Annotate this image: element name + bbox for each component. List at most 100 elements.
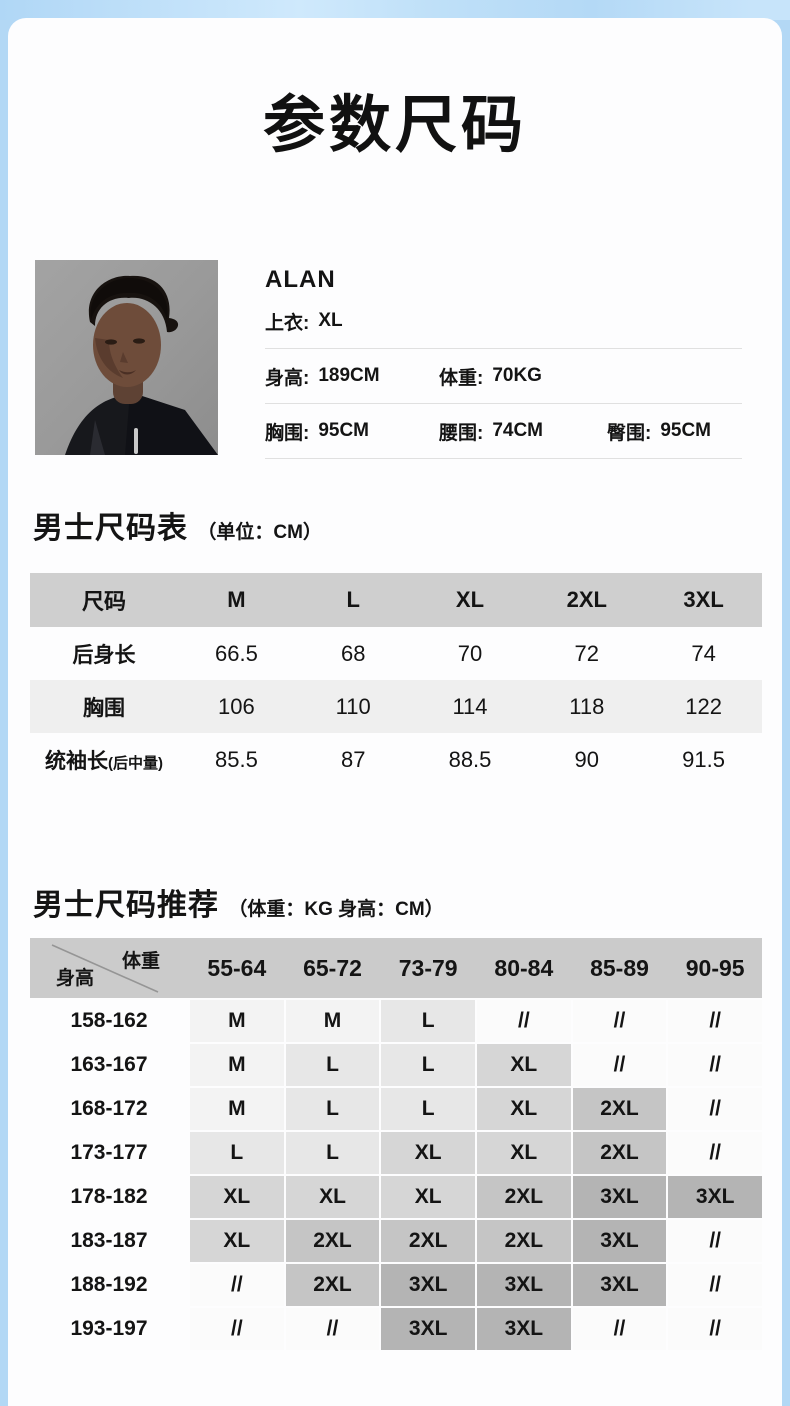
size-cell: // [668,1308,762,1350]
size-cell: XL [381,1132,475,1174]
height-range: 188-192 [30,1264,188,1306]
size-cell: L [285,1088,380,1130]
size-value: 72 [574,640,600,666]
height-range: 193-197 [30,1308,188,1350]
size-cell: 2XL [476,1220,571,1262]
top-blue-banner [0,0,790,20]
page-title: 参数尺码 [262,91,527,160]
height-range: 163-167 [30,1044,188,1086]
size-value: 74 [691,640,716,666]
weight-col-header: 65-72 [303,954,362,981]
matrix-header-row: 体重 身高 55-64 65-72 73-79 80-84 85-89 90-9… [30,938,762,998]
weight-value: 70KG [492,365,542,386]
height-value: 189CM [318,365,380,386]
height-range: 178-182 [30,1176,188,1218]
size-cell: // [668,1088,762,1130]
size-value: 114 [452,693,488,719]
top-size-value: XL [318,310,343,331]
chest-pair: 胸围: 95CM [265,418,439,445]
size-cell: M [190,1000,284,1042]
size-cell: // [476,1000,571,1042]
size-value: 85.5 [214,746,258,772]
height-range: 183-187 [30,1220,188,1262]
top-size-label: 上衣: [265,312,310,334]
size-value: 118 [569,693,605,719]
waist-label: 腰围: [439,422,484,444]
size-cell: M [285,1000,380,1042]
waist-value: 74CM [492,420,544,441]
size-cell: 3XL [572,1220,667,1262]
height-range: 173-177 [30,1132,188,1174]
size-cell: // [668,1132,762,1174]
size-cell: XL [190,1176,284,1218]
model-measurements-row: 胸围: 95CM 腰围: 74CM 臀围: 95CM [265,404,742,459]
size-value: 90 [574,746,600,772]
height-label: 身高: [265,367,310,389]
size-table-unit-note: （单位：CM） [197,522,322,543]
size-table-title-text: 男士尺码表 [33,512,188,545]
size-cell: XL [190,1220,284,1262]
matrix-corner-cell: 体重 身高 [30,938,188,998]
recommend-unit-note: （体重：KG 身高：CM） [228,899,444,920]
size-table-header-cell: M [227,587,246,612]
hip-value: 95CM [660,420,712,441]
size-cell: 3XL [476,1264,571,1306]
size-cell: M [190,1044,284,1086]
size-cell: XL [476,1132,571,1174]
size-cell: XL [476,1088,571,1130]
size-table-row-chest: 胸围 106 110 114 118 122 [30,680,762,733]
size-table-header-cell: 2XL [566,587,607,612]
row-label: 统袖长(后中量) [45,749,163,773]
chest-label: 胸围: [265,422,310,444]
size-cell: XL [285,1176,380,1218]
size-cell: 3XL [381,1264,475,1306]
size-cell: 3XL [572,1264,667,1306]
recommend-title-text: 男士尺码推荐 [33,889,219,922]
size-table-header-row: 尺码 M L XL 2XL 3XL [30,573,762,627]
weight-label: 体重: [439,367,484,389]
weight-col-header: 73-79 [398,954,458,981]
weight-col-header: 80-84 [494,954,554,981]
size-table: 尺码 M L XL 2XL 3XL 后身长 66.5 68 70 72 74 胸… [30,573,762,786]
size-value: 66.5 [214,640,258,666]
size-cell: 2XL [285,1220,380,1262]
size-cell: L [381,1000,475,1042]
size-cell: XL [476,1044,571,1086]
height-pair: 身高: 189CM [265,363,439,390]
size-cell: // [285,1308,380,1350]
size-table-header-cell: L [346,587,360,612]
diagonal-divider-line [51,944,159,993]
model-top-size-row: 上衣: XL [265,294,742,349]
model-name: ALAN [265,266,336,293]
height-range: 158-162 [30,1000,188,1042]
size-cell: // [572,1000,667,1042]
size-value: 70 [457,640,483,666]
corner-weight-label: 体重 [121,951,160,972]
size-cell: 2XL [572,1088,667,1130]
size-value: 88.5 [448,746,492,772]
size-value: 106 [218,693,255,719]
size-cell: // [572,1044,667,1086]
size-value: 91.5 [682,746,725,772]
model-photo [35,260,218,455]
hip-pair: 臀围: 95CM [607,418,711,445]
model-height-weight-row: 身高: 189CM 体重: 70KG [265,349,742,404]
size-cell: // [668,1044,762,1086]
size-cell: L [381,1088,475,1130]
content-card: 参数尺码 [8,18,782,1406]
size-cell: L [381,1044,475,1086]
corner-height-label: 身高 [56,968,95,989]
size-cell: // [572,1308,667,1350]
size-table-row-back-length: 后身长 66.5 68 70 72 74 [30,627,762,680]
size-cell: // [190,1264,284,1306]
matrix-body: 158-162 M M L // // // 163-167 M L L XL … [30,1000,762,1350]
size-cell: L [190,1132,284,1174]
weight-col-header: 85-89 [590,954,649,981]
size-cell: // [668,1220,762,1262]
weight-col-header: 90-95 [685,954,745,981]
model-section: ALAN 上衣: XL 身高: 189CM 体重: 70KG [35,260,742,459]
chest-value: 95CM [318,420,370,441]
weight-col-header: 55-64 [207,954,267,981]
size-value: 122 [685,693,722,719]
